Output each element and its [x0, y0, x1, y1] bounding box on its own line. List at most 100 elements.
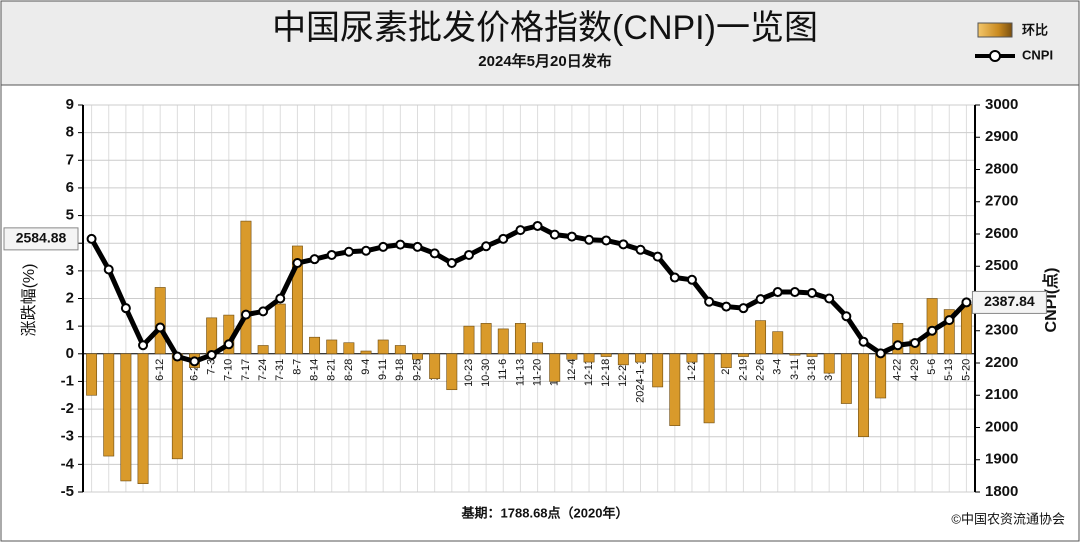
x-tick-label: 9-25 [411, 359, 423, 381]
y-tick-label: 6 [66, 179, 74, 196]
subtitle: 2024年5月20日发布 [478, 52, 611, 70]
point [892, 340, 903, 351]
bar [669, 353, 681, 426]
source: ©中国农资流通协会 [951, 511, 1065, 526]
y-tick-label: 9 [66, 96, 74, 113]
value-label: 2584.88 [16, 230, 67, 246]
point [618, 239, 629, 250]
x-tick-label: 9-18 [394, 359, 406, 381]
legend-label: 环比 [1022, 22, 1048, 37]
y-tick-label: 8 [66, 124, 74, 141]
bar [635, 353, 646, 363]
bar [960, 303, 972, 355]
bar [720, 353, 732, 368]
bar [686, 353, 698, 363]
bar [840, 353, 852, 404]
point [275, 293, 286, 304]
value-label-box [971, 290, 1047, 314]
bar [377, 339, 389, 355]
x-tick-label: 5-6 [926, 359, 938, 375]
chart-title: 中国尿素批发价格指数(CNPI)一览图 [272, 9, 818, 47]
bar [360, 350, 372, 355]
point [601, 235, 612, 246]
bar [480, 323, 492, 355]
point [429, 248, 440, 259]
x-tick-label: 8-14 [308, 359, 320, 381]
bar [206, 317, 218, 355]
point [927, 325, 938, 336]
bar [412, 353, 423, 360]
y2-tick-label: 2800 [985, 160, 1018, 177]
header [0, 0, 1080, 86]
bar [549, 353, 561, 382]
point [446, 258, 457, 269]
y-tick-label: 3 [66, 262, 74, 279]
x-tick-label: 4-22 [892, 359, 904, 381]
point [223, 339, 234, 350]
x-tick-label: 4-29 [909, 359, 921, 381]
point [566, 231, 577, 242]
point [361, 245, 372, 256]
y2-tick-label: 2600 [985, 225, 1018, 242]
y-tick-label: 0 [66, 345, 74, 362]
x-tick-label: 8-7 [291, 359, 303, 375]
y-tick-label: 2 [66, 289, 74, 306]
point [686, 274, 697, 285]
x-tick-label: 10-23 [463, 359, 475, 387]
point [378, 241, 389, 252]
bar [154, 287, 166, 355]
bar [737, 353, 749, 357]
bar [772, 331, 784, 355]
bar [120, 353, 132, 482]
bar [875, 353, 887, 399]
bar [103, 353, 115, 457]
point [738, 303, 749, 314]
x-tick-label: 7-31 [274, 359, 286, 381]
point [841, 311, 852, 322]
y-tick-label: -1 [61, 372, 74, 389]
x-tick-label: 9-11 [377, 359, 389, 380]
point [704, 296, 715, 307]
y2-tick-label: 2700 [985, 193, 1018, 210]
point [549, 229, 560, 240]
bar [240, 220, 252, 355]
bar [429, 353, 441, 379]
x-tick-label: 12-11 [583, 359, 595, 386]
point [412, 241, 423, 252]
bar [755, 320, 767, 355]
bar [343, 342, 355, 355]
legend-swatch [989, 50, 1001, 62]
point [240, 309, 251, 320]
x-tick-label: 11-20 [531, 359, 543, 386]
y2-tick-label: 2300 [985, 322, 1018, 339]
point [138, 340, 149, 351]
y-tick-label: 5 [66, 207, 74, 224]
point [206, 349, 217, 360]
y-tick-label: 7 [66, 151, 74, 168]
x-tick-label: 7-24 [257, 359, 269, 381]
y2-axis-title: CNPI(点) [1041, 268, 1060, 333]
y2-tick-label: 2000 [985, 418, 1018, 435]
x-tick-label: 12-18 [600, 359, 612, 387]
point [498, 233, 509, 244]
bar [86, 353, 98, 396]
bar [326, 339, 338, 355]
bar [394, 345, 406, 355]
point [584, 234, 595, 245]
bar [463, 325, 475, 355]
point [172, 351, 183, 362]
y-tick-label: -4 [61, 455, 75, 472]
y2-tick-label: 2200 [985, 354, 1018, 371]
bar [309, 336, 321, 355]
bar [583, 353, 595, 363]
point [155, 322, 166, 333]
point [309, 254, 320, 265]
line [89, 223, 969, 364]
legend-label: CNPI [1022, 47, 1053, 62]
point [481, 241, 492, 252]
y-tick-label: 1 [66, 317, 74, 334]
x-tick-label: 7-17 [240, 359, 252, 381]
point [824, 293, 835, 304]
bar [532, 342, 544, 355]
